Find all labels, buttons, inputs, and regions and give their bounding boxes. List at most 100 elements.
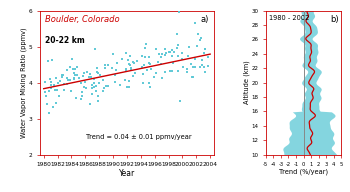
Point: [177, 10, 182, 13]
Point: [139, 65, 145, 68]
Point: [147, 85, 153, 89]
Point: [44, 102, 50, 105]
Y-axis label: Water Vapor Mixing Ratio (ppmv): Water Vapor Mixing Ratio (ppmv): [21, 27, 27, 138]
Point: [155, 60, 160, 63]
Point: [103, 84, 109, 87]
Point: [47, 89, 52, 92]
Point: [79, 91, 84, 94]
Point: [205, 65, 211, 68]
Point: [126, 63, 132, 66]
Point: [93, 90, 98, 93]
Point: [61, 82, 66, 85]
Point: [72, 73, 78, 76]
Point: [159, 53, 164, 56]
Point: [140, 72, 146, 75]
Point: [192, 58, 198, 61]
Point: [160, 76, 165, 79]
Point: [48, 83, 54, 86]
Point: [130, 61, 136, 64]
Point: [185, 55, 191, 58]
Point: [64, 69, 70, 72]
Point: [142, 46, 148, 49]
Point: [49, 80, 54, 83]
Point: [61, 83, 67, 86]
Point: [81, 85, 87, 88]
Point: [189, 62, 194, 65]
Point: [196, 33, 201, 36]
Point: [52, 88, 57, 91]
Point: [179, 58, 184, 61]
Point: [194, 45, 200, 48]
Point: [102, 66, 107, 69]
Point: [202, 65, 207, 68]
Point: [190, 75, 195, 78]
Point: [148, 68, 154, 71]
Point: [123, 52, 129, 55]
Point: [132, 71, 138, 74]
Point: [47, 78, 52, 81]
Point: [59, 74, 65, 77]
Point: [127, 55, 133, 58]
Point: [175, 43, 181, 46]
Point: [131, 75, 136, 78]
Point: [114, 61, 120, 65]
Point: [158, 63, 163, 66]
Point: [45, 59, 51, 62]
Point: [151, 75, 157, 78]
Point: [159, 55, 164, 59]
Point: [44, 94, 49, 97]
Point: [175, 33, 180, 36]
Text: b): b): [330, 15, 339, 24]
Point: [59, 75, 64, 79]
Point: [141, 63, 147, 66]
Text: 20-22 km: 20-22 km: [46, 36, 85, 46]
Point: [128, 69, 133, 72]
Point: [80, 74, 86, 78]
Point: [134, 59, 140, 62]
Point: [71, 78, 77, 81]
Point: [72, 68, 78, 71]
Point: [126, 59, 131, 62]
Point: [197, 38, 202, 41]
Point: [131, 61, 137, 64]
Point: [153, 71, 159, 74]
Point: [180, 65, 186, 68]
Point: [90, 92, 95, 95]
Point: [53, 76, 59, 79]
Y-axis label: Altitude (km): Altitude (km): [243, 61, 250, 104]
Point: [140, 55, 145, 58]
Point: [51, 105, 56, 108]
Point: [190, 65, 196, 68]
Point: [199, 64, 204, 67]
Point: [87, 102, 93, 105]
Point: [97, 74, 103, 77]
Point: [91, 82, 97, 85]
Point: [177, 100, 183, 103]
Point: [162, 53, 168, 56]
Text: a): a): [200, 15, 209, 24]
Point: [163, 52, 168, 55]
Point: [162, 71, 168, 74]
Point: [65, 79, 71, 82]
Point: [126, 80, 132, 83]
Point: [162, 48, 168, 51]
Point: [168, 70, 173, 73]
Point: [143, 42, 148, 46]
Point: [198, 36, 203, 40]
Point: [202, 48, 208, 51]
Point: [124, 69, 129, 72]
Point: [186, 46, 191, 49]
Point: [113, 69, 118, 72]
Point: [112, 81, 118, 84]
Point: [100, 89, 106, 92]
Point: [78, 98, 84, 101]
Point: [60, 74, 66, 77]
Point: [67, 65, 72, 68]
Point: [127, 63, 133, 66]
Point: [74, 96, 79, 99]
Point: [199, 58, 205, 61]
Point: [92, 85, 97, 88]
Point: [156, 53, 161, 56]
Point: [57, 79, 63, 83]
Point: [189, 75, 195, 79]
